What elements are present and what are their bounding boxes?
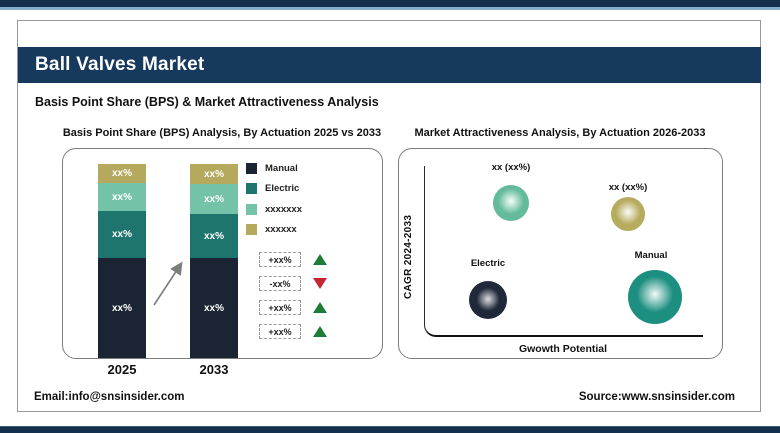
bubble-electric xyxy=(469,281,507,319)
legend-item-electric: Electric xyxy=(246,183,302,195)
khaki-swatch-icon xyxy=(246,224,257,235)
bar-segment-manual: xx% xyxy=(98,258,146,358)
legend-label: Manual xyxy=(265,162,298,174)
bubble-label-electric: Electric xyxy=(470,258,506,269)
triangle-up-icon xyxy=(313,254,327,265)
change-value-box: +xx% xyxy=(259,324,301,339)
change-value-box: -xx% xyxy=(259,276,301,291)
bubble-khaki xyxy=(611,197,645,231)
bar-category-2025: 2025 xyxy=(107,362,137,377)
bar-segment-electric: xx% xyxy=(190,214,238,258)
bar-segment-xxxxxx: xx% xyxy=(190,164,238,184)
triangle-up-icon xyxy=(313,302,327,313)
stacked-bar-2033: xx% xx% xx% xx% xyxy=(190,164,238,358)
segment-value: xx% xyxy=(111,302,132,314)
legend-item-xxxxxx: xxxxxx xyxy=(246,224,302,236)
bottom-accent-bar xyxy=(0,426,780,433)
indicator-row: +xx% xyxy=(259,300,327,315)
change-value-box: +xx% xyxy=(259,252,301,267)
bar-segment-xxxxxxx: xx% xyxy=(98,183,146,211)
segment-value: xx% xyxy=(203,302,224,314)
indicator-row: +xx% xyxy=(259,324,327,339)
attractiveness-chart-title: Market Attractiveness Analysis, By Actua… xyxy=(414,127,706,139)
mint-swatch-icon xyxy=(246,203,257,215)
indicator-row: -xx% xyxy=(259,276,327,291)
footer-source: Source:www.snsinsider.com xyxy=(578,391,735,403)
manual-swatch-icon xyxy=(246,162,257,174)
y-axis-label: CAGR 2024-2033 xyxy=(403,214,414,299)
plot-axes xyxy=(424,166,703,337)
trend-arrow-icon xyxy=(153,261,183,306)
segment-value: xx% xyxy=(111,168,132,179)
segment-value: xx% xyxy=(203,230,224,242)
segment-value: xx% xyxy=(111,229,132,240)
bubble-mint xyxy=(493,185,529,221)
bps-chart-title: Basis Point Share (BPS) Analysis, By Act… xyxy=(62,127,382,139)
indicator-row: +xx% xyxy=(259,252,327,267)
triangle-up-icon xyxy=(313,326,327,337)
stacked-bar-2025: xx% xx% xx% xx% xyxy=(98,164,146,358)
bps-chart-panel: xx% xx% xx% xx% xx% xx% xx% xx% Manual xyxy=(62,148,383,359)
attractiveness-panel: CAGR 2024-2033 Gwowth Potential xx (xx%)… xyxy=(398,148,723,359)
bar-segment-xxxxxx: xx% xyxy=(98,164,146,183)
bubble-label-khaki: xx (xx%) xyxy=(608,182,648,193)
top-accent-bar xyxy=(0,0,780,10)
segment-value: xx% xyxy=(203,168,224,180)
triangle-down-icon xyxy=(313,278,327,289)
segment-value: xx% xyxy=(111,191,132,203)
change-indicators: +xx% -xx% +xx% +xx% xyxy=(259,252,327,339)
legend-label: xxxxxxx xyxy=(265,203,302,215)
bar-segment-electric: xx% xyxy=(98,211,146,258)
bar-segment-xxxxxxx: xx% xyxy=(190,184,238,214)
bar-category-2033: 2033 xyxy=(199,362,229,377)
change-value-box: +xx% xyxy=(259,300,301,315)
legend-item-xxxxxxx: xxxxxxx xyxy=(246,203,302,215)
bubble-label-mint: xx (xx%) xyxy=(491,162,531,173)
page-subtitle: Basis Point Share (BPS) & Market Attract… xyxy=(35,95,379,109)
page-title: Ball Valves Market xyxy=(35,54,205,75)
bubble-label-manual: Manual xyxy=(634,250,668,261)
bar-segment-manual: xx% xyxy=(190,258,238,358)
bar-chart-legend: Manual Electric xxxxxxx xxxxxx xyxy=(246,162,302,236)
bubble-manual xyxy=(628,270,682,324)
segment-value: xx% xyxy=(203,193,224,205)
title-band: Ball Valves Market xyxy=(18,47,761,83)
legend-item-manual: Manual xyxy=(246,162,302,174)
electric-swatch-icon xyxy=(246,183,257,194)
legend-label: Electric xyxy=(265,183,300,194)
legend-label: xxxxxx xyxy=(265,224,297,235)
footer-email: Email:info@snsinsider.com xyxy=(34,391,185,403)
x-axis-label: Gwowth Potential xyxy=(518,343,608,355)
